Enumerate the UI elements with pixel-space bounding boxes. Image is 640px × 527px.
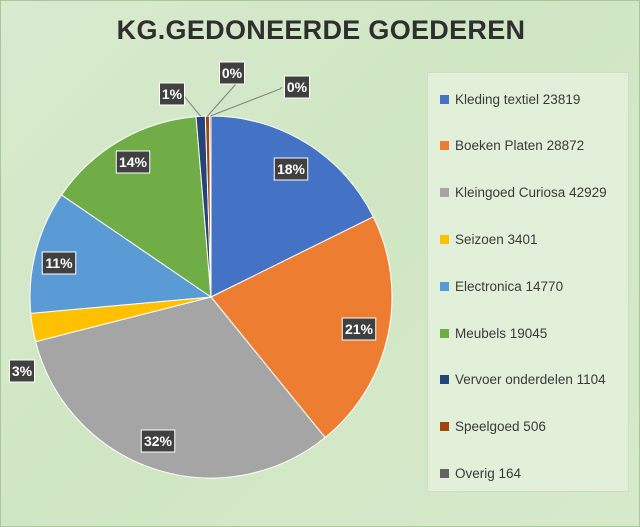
legend-label: Speelgoed 506 xyxy=(455,419,546,435)
data-label-box-2 xyxy=(140,429,176,453)
leader-line-6 xyxy=(183,95,202,117)
chart-title: KG.GEDONEERDE GOEDEREN xyxy=(116,15,526,45)
legend-entry: Kleding textiel 23819 xyxy=(440,89,580,109)
data-label-box-5 xyxy=(115,150,151,174)
pie-slice-5 xyxy=(60,116,212,299)
legend-swatch xyxy=(440,328,449,338)
legend-entry: Vervoer onderdelen 1104 xyxy=(440,370,606,390)
legend-swatch xyxy=(440,281,449,291)
data-label-0: 18% xyxy=(277,161,306,177)
pie-slice-0 xyxy=(210,115,374,298)
data-label-box-1 xyxy=(341,317,377,341)
legend-label: Kleding textiel 23819 xyxy=(455,91,581,107)
legend-label: Meubels 19045 xyxy=(455,325,548,341)
data-label-6: 1% xyxy=(162,86,183,102)
data-label-5: 14% xyxy=(119,154,148,170)
legend-label: Vervoer onderdelen 1104 xyxy=(455,372,606,388)
legend-swatch xyxy=(440,94,449,104)
leader-line-8 xyxy=(210,86,283,117)
legend-entry: Kleingoed Curiosa 42929 xyxy=(440,183,607,203)
legend-swatch xyxy=(440,468,449,478)
data-label-box-7 xyxy=(219,61,245,85)
data-label-8: 0% xyxy=(287,79,308,95)
data-label-1: 21% xyxy=(345,321,374,337)
pie-slice-2 xyxy=(34,296,326,479)
legend-label: Boeken Platen 28872 xyxy=(455,138,585,154)
legend-entry: Speelgoed 506 xyxy=(440,417,546,437)
data-label-box-4 xyxy=(41,251,77,275)
legend: Kleding textiel 23819 Boeken Platen 28872… xyxy=(427,72,629,492)
legend-entry: Overig 164 xyxy=(440,463,521,483)
legend-entry: Electronica 14770 xyxy=(440,276,563,296)
legend-label: Overig 164 xyxy=(455,465,522,481)
data-label-4: 11% xyxy=(45,255,73,271)
legend-label: Seizoen 3401 xyxy=(455,231,538,247)
pie-slice-1 xyxy=(210,216,393,439)
legend-label: Electronica 14770 xyxy=(455,278,564,294)
legend-swatch xyxy=(440,375,449,385)
pie-slice-4 xyxy=(29,194,213,314)
data-label-3: 3% xyxy=(12,363,33,379)
legend-swatch xyxy=(440,188,449,198)
legend-swatch xyxy=(440,422,449,432)
data-label-7: 0% xyxy=(222,65,243,81)
legend-label: Kleingoed Curiosa 42929 xyxy=(455,185,607,201)
data-label-2: 32% xyxy=(144,433,173,449)
legend-entry: Meubels 19045 xyxy=(440,323,547,343)
data-label-box-8 xyxy=(284,75,310,99)
legend-entry: Seizoen 3401 xyxy=(440,229,538,249)
legend-swatch xyxy=(440,141,449,151)
data-label-box-3 xyxy=(9,359,35,383)
legend-swatch xyxy=(440,234,449,244)
legend-entry: Boeken Platen 28872 xyxy=(440,136,584,156)
data-label-box-6 xyxy=(159,82,185,106)
data-label-box-0 xyxy=(273,157,309,181)
